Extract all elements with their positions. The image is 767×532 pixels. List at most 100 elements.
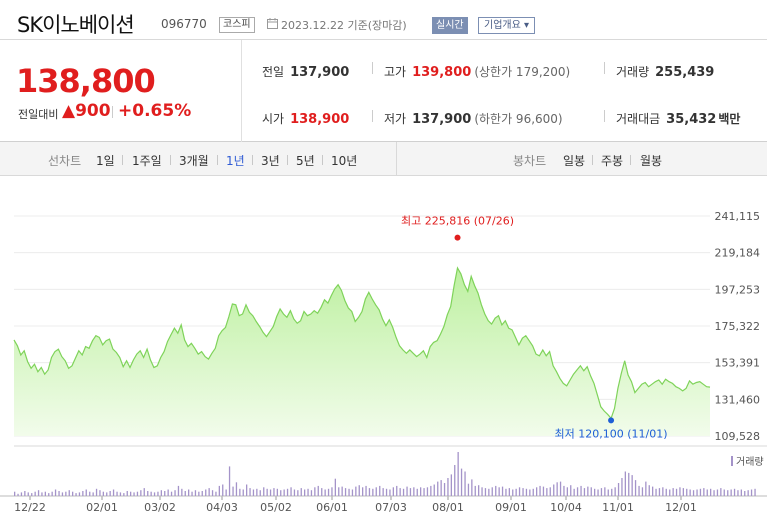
low-marker	[608, 417, 615, 424]
tab-weekly[interactable]: 주봉	[601, 154, 624, 168]
market-badge: 코스피	[219, 17, 255, 33]
volume-bar	[617, 483, 620, 496]
y-tick-label: 109,528	[715, 430, 761, 443]
volume-bar	[290, 487, 292, 496]
change-percent: +0.65%	[118, 101, 192, 121]
volume-bar	[645, 481, 647, 496]
volume-bar	[495, 485, 497, 496]
volume-bar	[297, 490, 299, 496]
stock-name[interactable]: SK이노베이션	[17, 13, 135, 37]
volume-bar	[205, 489, 207, 496]
volume-bar	[164, 491, 166, 496]
volume-bar	[563, 485, 565, 496]
high-price: 고가 139,800 (상한가 179,200)	[384, 65, 571, 80]
volume-bar	[440, 480, 442, 496]
divider	[372, 110, 373, 122]
volume-bar	[682, 488, 684, 496]
volume-bar	[280, 490, 282, 496]
volume-bar	[662, 487, 664, 496]
volume-bar	[716, 489, 719, 496]
volume-bar	[658, 488, 661, 496]
volume-bar	[525, 488, 528, 496]
volume-bar	[488, 488, 490, 496]
volume-bar	[82, 491, 84, 496]
volume-bar	[31, 493, 33, 496]
tab-1w[interactable]: 1주일	[132, 154, 162, 168]
volume-bar	[529, 489, 531, 496]
live-button[interactable]: 실시간	[432, 17, 468, 34]
volume-bar	[576, 487, 579, 496]
volume-bar	[283, 489, 285, 496]
tab-1y[interactable]: 1년	[226, 154, 245, 168]
tab-10y[interactable]: 10년	[331, 154, 358, 168]
y-tick-label: 131,460	[715, 393, 761, 406]
volume-bar	[92, 492, 94, 496]
volume-bar	[518, 487, 521, 496]
volume-bar	[256, 488, 258, 496]
tab-5y[interactable]: 5년	[296, 154, 315, 168]
x-tick-label: 05/02	[260, 501, 292, 514]
volume-bar	[549, 487, 551, 496]
current-price: 138,800	[16, 62, 156, 100]
volume-bar	[406, 486, 408, 496]
volume-bar	[747, 490, 749, 496]
divider	[604, 62, 605, 74]
volume-bar	[307, 488, 309, 496]
divider	[252, 155, 253, 165]
volume-bar	[454, 465, 456, 496]
tab-3y[interactable]: 3년	[261, 154, 280, 168]
tab-3m[interactable]: 3개월	[179, 154, 209, 168]
x-tick-label: 12/01	[665, 501, 697, 514]
volume-bar	[720, 488, 722, 496]
volume-bar	[194, 490, 197, 496]
volume-bar	[392, 487, 394, 496]
volume: 거래량 255,439	[616, 65, 715, 80]
volume-bar	[457, 452, 459, 496]
volume-bar	[648, 485, 650, 496]
divider	[217, 155, 218, 165]
volume-bar	[143, 488, 145, 496]
candle-chart-label: 봉차트	[513, 154, 547, 168]
volume-bar	[314, 487, 316, 496]
volume-bar	[116, 491, 118, 496]
volume-bar	[310, 490, 313, 496]
volume-bar	[95, 488, 98, 496]
volume-bar	[508, 488, 510, 496]
volume-bar	[242, 489, 244, 496]
y-tick-label: 175,322	[715, 320, 761, 333]
volume-bar	[99, 490, 101, 496]
change-label: 전일대비	[18, 108, 59, 121]
volume-bar	[675, 488, 678, 496]
price-chart[interactable]: 241,115 219,184 197,253 175,322 153,391 131,4…	[0, 176, 767, 532]
divider	[630, 155, 631, 165]
y-tick-label: 241,115	[715, 210, 761, 223]
volume-bar	[515, 488, 517, 496]
volume-bar	[396, 485, 398, 496]
volume-bar	[536, 487, 538, 496]
volume-bar	[119, 492, 122, 496]
price-line	[13, 266, 711, 420]
volume-bar	[692, 490, 695, 496]
volume-bar	[130, 491, 132, 496]
volume-bar	[263, 487, 265, 496]
tab-daily[interactable]: 일봉	[563, 154, 586, 168]
volume-bar	[416, 488, 418, 496]
volume-bar	[614, 487, 616, 496]
stock-code: 096770	[161, 17, 207, 31]
volume-bar	[170, 491, 173, 496]
tab-1d[interactable]: 1일	[96, 154, 115, 168]
volume-bar	[556, 482, 558, 496]
volume-bar	[573, 488, 575, 496]
tab-monthly[interactable]: 월봉	[640, 154, 663, 168]
volume-bar	[321, 488, 323, 496]
volume-bar	[136, 491, 139, 496]
divider	[170, 155, 171, 165]
volume-bar	[713, 490, 715, 496]
volume-bar	[198, 491, 200, 496]
volume-bar	[109, 491, 111, 496]
volume-bar	[730, 489, 732, 496]
volume-bar	[679, 487, 681, 496]
volume-bar	[293, 489, 296, 496]
company-info-dropdown[interactable]: 기업개요 ▾	[478, 17, 535, 34]
volume-bar	[239, 488, 241, 496]
